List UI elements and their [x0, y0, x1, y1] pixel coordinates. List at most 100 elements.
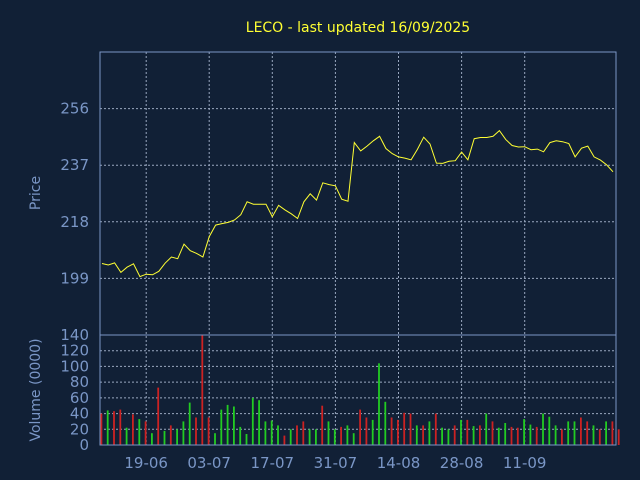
- volume-bar: [491, 421, 494, 445]
- volume-bar: [598, 429, 601, 445]
- volume-bar: [220, 409, 223, 445]
- volume-bar: [277, 425, 279, 445]
- volume-bar: [567, 421, 570, 445]
- volume-bar: [125, 427, 128, 445]
- volume-bar: [592, 425, 595, 445]
- volume-bar: [390, 417, 393, 445]
- volume-bar: [251, 397, 254, 445]
- volume-bar: [226, 404, 229, 445]
- volume-bar: [497, 427, 500, 445]
- volume-bar: [510, 426, 513, 445]
- volume-bar: [195, 417, 197, 445]
- volume-bar: [529, 424, 532, 445]
- volume-bar: [453, 425, 456, 445]
- volume-bar: [422, 425, 424, 445]
- volume-bar: [144, 421, 147, 445]
- volume-bar: [535, 426, 538, 445]
- volume-bar: [352, 433, 355, 445]
- volume-bar: [586, 421, 589, 445]
- volume-bar: [415, 425, 418, 445]
- volume-bar: [573, 421, 576, 445]
- price-tick-label: 199: [60, 269, 89, 287]
- volume-tick-label: 120: [60, 342, 89, 360]
- volume-bar: [365, 417, 368, 445]
- price-series-line: [101, 129, 614, 278]
- volume-bar: [611, 421, 614, 445]
- volume-bar: [378, 363, 380, 445]
- volume-bar: [138, 419, 141, 445]
- volume-bar: [542, 413, 544, 445]
- volume-bar: [207, 417, 210, 445]
- volume-bar: [264, 421, 267, 445]
- volume-bar: [617, 429, 620, 445]
- volume-bar: [321, 405, 324, 445]
- volume-bar: [466, 419, 469, 445]
- volume-bar: [289, 429, 292, 445]
- volume-bar: [327, 421, 330, 445]
- volume-bar: [163, 430, 166, 445]
- volume-bar: [258, 400, 260, 445]
- volume-bar: [176, 429, 178, 445]
- volume-bar: [296, 425, 298, 445]
- volume-frame: [99, 334, 617, 446]
- volume-bar: [516, 427, 519, 445]
- volume-bar: [340, 426, 342, 445]
- volume-bar: [561, 429, 563, 445]
- volume-bar: [302, 421, 305, 445]
- volume-bar: [214, 433, 216, 445]
- volume-bar: [308, 429, 311, 445]
- volume-bar: [371, 419, 374, 445]
- price-tick-label: 256: [60, 100, 89, 118]
- volume-bar: [447, 429, 450, 445]
- volume-bar: [132, 414, 134, 445]
- volume-tick-label: 80: [70, 373, 89, 391]
- x-tick-label: 17-07: [251, 454, 295, 472]
- x-tick-label: 11-09: [503, 454, 547, 472]
- volume-bar: [239, 426, 242, 445]
- volume-bar: [151, 433, 153, 445]
- volume-bar: [359, 409, 361, 445]
- volume-bar: [106, 410, 109, 445]
- volume-bar: [397, 419, 399, 445]
- volume-bar: [169, 425, 172, 445]
- volume-bar: [201, 335, 204, 445]
- volume-bar: [428, 421, 431, 445]
- volume-tick-label: 100: [60, 357, 89, 375]
- volume-bar: [119, 409, 122, 445]
- x-tick-label: 14-08: [377, 454, 421, 472]
- x-tick-label: 03-07: [187, 454, 231, 472]
- volume-bar: [548, 416, 551, 445]
- price-tick-label: 237: [60, 156, 89, 174]
- volume-bar: [479, 425, 481, 445]
- volume-bar: [113, 411, 115, 445]
- x-tick-label: 19-06: [124, 454, 168, 472]
- volume-bar: [245, 434, 248, 445]
- volume-bar: [554, 425, 557, 445]
- volume-bar: [523, 419, 525, 445]
- price-tick-label: 218: [60, 213, 89, 231]
- volume-bar: [485, 413, 488, 445]
- volume-bar: [270, 420, 273, 445]
- volume-bar: [100, 413, 103, 445]
- volume-bar: [605, 421, 607, 445]
- volume-bar: [403, 412, 406, 445]
- x-tick-label: 28-08: [440, 454, 484, 472]
- volume-bar: [504, 423, 507, 445]
- volume-bar: [460, 419, 462, 445]
- volume-tick-label: 0: [79, 436, 89, 454]
- volume-tick-label: 40: [70, 405, 89, 423]
- volume-bar: [283, 435, 286, 445]
- volume-bar: [409, 413, 412, 445]
- chart-title: LECO - last updated 16/09/2025: [246, 20, 470, 36]
- volume-bar: [441, 427, 443, 445]
- volume-bar: [384, 401, 387, 445]
- volume-bar: [580, 417, 582, 445]
- volume-bar: [346, 425, 349, 445]
- volume-bar: [182, 421, 185, 445]
- volume-bar: [157, 387, 160, 445]
- volume-axis-label: Volume (0000): [28, 338, 44, 441]
- volume-tick-label: 60: [70, 389, 89, 407]
